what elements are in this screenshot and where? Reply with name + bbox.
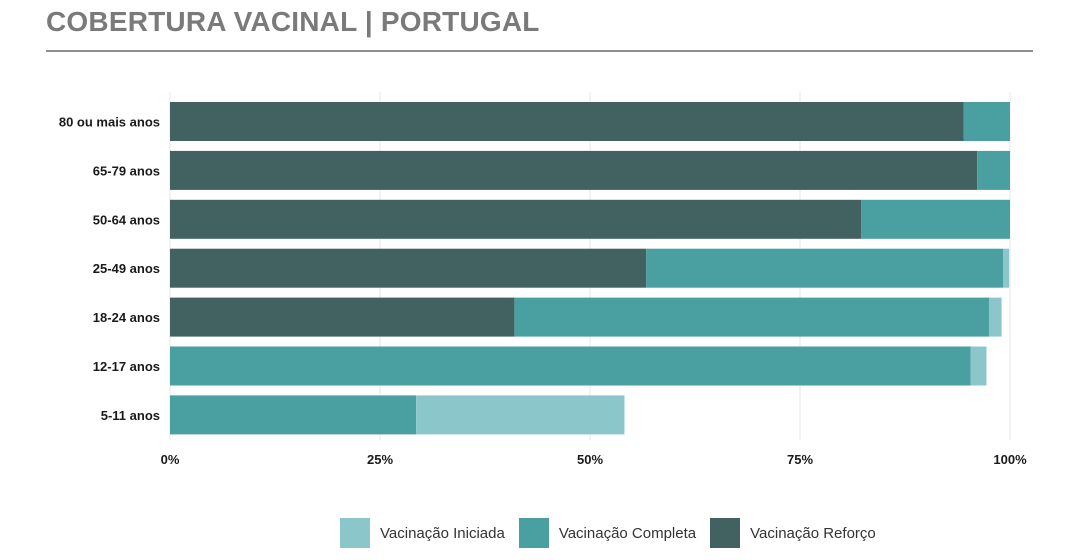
bar-segment <box>646 248 1004 288</box>
x-tick-label: 50% <box>577 452 603 467</box>
category-label: 65-79 anos <box>93 163 160 178</box>
page-title: COBERTURA VACINAL | PORTUGAL <box>46 6 540 37</box>
bar-segment <box>963 102 1010 141</box>
bar-segment <box>170 102 964 141</box>
category-labels: 80 ou mais anos 65-79 anos 50-64 anos 25-49… <box>59 115 160 423</box>
x-tick-label: 25% <box>367 452 393 467</box>
x-tick-label: 0% <box>161 452 180 467</box>
stacked-bar-chart: 80 ou mais anos 65-79 anos 50-64 anos 25-49… <box>59 92 1027 467</box>
bar-segment <box>170 297 515 337</box>
legend-swatch-completa <box>518 518 549 548</box>
bar-segment <box>170 150 978 190</box>
bar-segment <box>170 395 417 435</box>
bar-segment <box>416 395 625 435</box>
legend-item-completa: Vacinação Completa <box>518 518 697 548</box>
legend-label-iniciada: Vacinação Iniciada <box>380 524 505 542</box>
category-label: 5-11 anos <box>101 408 160 423</box>
bar-segment <box>989 297 1002 337</box>
bar-segment <box>170 248 647 288</box>
bar-segment <box>1003 248 1010 288</box>
x-tick-label: 100% <box>993 452 1027 467</box>
legend-label-completa: Vacinação Completa <box>558 524 697 542</box>
legend-item-reforco: Vacinação Reforço <box>710 518 876 548</box>
bar-segment <box>514 297 989 337</box>
x-tick-label: 75% <box>787 452 813 467</box>
bar-segment <box>861 199 1010 239</box>
category-label: 80 ou mais anos <box>59 115 160 130</box>
category-label: 25-49 anos <box>93 261 160 276</box>
category-label: 18-24 anos <box>93 310 160 325</box>
category-label: 50-64 anos <box>93 212 160 227</box>
legend-label-reforco: Vacinação Reforço <box>750 524 876 542</box>
category-label: 12-17 anos <box>93 359 160 374</box>
bar-segment <box>170 346 971 386</box>
bar-segment <box>970 346 987 386</box>
legend-item-iniciada: Vacinação Iniciada <box>340 518 505 548</box>
bar-segment <box>977 150 1010 190</box>
legend-swatch-reforco <box>710 518 741 548</box>
x-axis-ticks: 0% 25% 50% 75% 100% <box>161 452 1027 467</box>
legend-swatch-iniciada <box>340 518 370 548</box>
legend: Vacinação Iniciada Vacinação Completa Va… <box>340 518 890 548</box>
title-divider <box>46 50 1033 52</box>
bar-segment <box>170 199 862 239</box>
bars <box>170 102 1010 435</box>
